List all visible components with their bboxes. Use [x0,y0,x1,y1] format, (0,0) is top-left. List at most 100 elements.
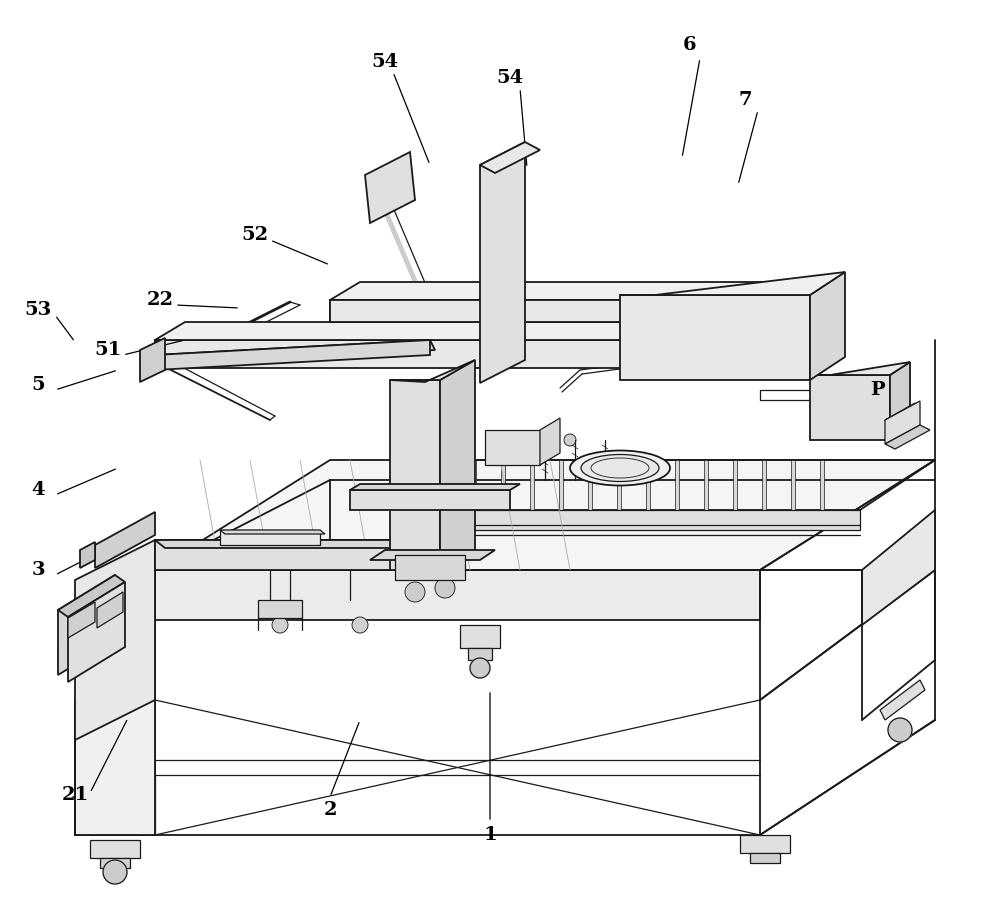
Polygon shape [750,853,780,863]
Circle shape [397,498,403,504]
Polygon shape [155,540,430,548]
Circle shape [435,578,455,598]
Circle shape [397,492,403,498]
Polygon shape [75,700,155,835]
Polygon shape [80,542,95,568]
Polygon shape [155,540,420,570]
Polygon shape [646,460,650,510]
Polygon shape [155,340,435,365]
Polygon shape [617,460,621,510]
Polygon shape [330,282,790,300]
Polygon shape [880,680,925,720]
Ellipse shape [581,455,659,481]
Polygon shape [390,380,440,570]
Polygon shape [530,460,534,510]
Circle shape [564,434,576,446]
Circle shape [101,678,109,686]
Polygon shape [620,272,845,295]
Polygon shape [862,510,935,625]
Circle shape [470,658,490,678]
Polygon shape [810,362,910,375]
Circle shape [352,617,368,633]
Polygon shape [330,300,760,322]
Text: 22: 22 [146,291,174,309]
Polygon shape [810,375,890,440]
Polygon shape [97,592,123,628]
Polygon shape [485,430,540,465]
Polygon shape [588,460,592,510]
Circle shape [101,594,109,602]
Circle shape [369,498,375,504]
Text: P: P [870,381,884,399]
Polygon shape [443,460,447,510]
Polygon shape [480,142,525,383]
Circle shape [888,718,912,742]
Polygon shape [559,460,563,510]
Polygon shape [501,460,505,510]
Ellipse shape [570,451,670,486]
Polygon shape [155,340,430,370]
Circle shape [405,582,425,602]
Polygon shape [370,550,495,560]
Circle shape [101,566,109,574]
Polygon shape [762,460,766,510]
Text: 1: 1 [483,826,497,844]
Polygon shape [430,510,860,530]
Polygon shape [740,835,790,853]
Polygon shape [95,512,155,568]
Polygon shape [468,648,492,660]
Polygon shape [890,362,910,440]
Polygon shape [791,460,795,510]
Text: 2: 2 [323,801,337,819]
Polygon shape [350,484,520,490]
Polygon shape [365,152,415,223]
Polygon shape [810,272,845,380]
Polygon shape [220,530,320,545]
Polygon shape [258,600,302,618]
Circle shape [425,504,431,510]
Polygon shape [460,625,500,648]
Polygon shape [620,295,810,380]
Circle shape [425,492,431,498]
Polygon shape [350,490,510,510]
Text: 54: 54 [496,69,524,87]
Polygon shape [155,460,935,570]
Text: 54: 54 [371,53,399,71]
Polygon shape [100,858,130,868]
Circle shape [272,617,288,633]
Text: 21: 21 [61,786,89,804]
Polygon shape [540,418,560,465]
Circle shape [369,492,375,498]
Circle shape [453,504,459,510]
Polygon shape [480,142,540,173]
Polygon shape [440,360,475,570]
Polygon shape [733,460,737,510]
Polygon shape [90,840,140,858]
Polygon shape [395,555,465,580]
Polygon shape [75,540,155,740]
Polygon shape [58,575,125,617]
Text: 7: 7 [738,91,752,109]
Polygon shape [390,360,475,382]
Circle shape [425,498,431,504]
Polygon shape [885,403,920,425]
Polygon shape [885,401,920,444]
Polygon shape [155,322,790,340]
Circle shape [453,498,459,504]
Polygon shape [140,338,165,382]
Polygon shape [704,460,708,510]
Circle shape [369,504,375,510]
Circle shape [544,434,556,446]
Text: 5: 5 [31,376,45,394]
Polygon shape [68,602,95,638]
Text: 53: 53 [24,301,52,319]
Text: 4: 4 [31,481,45,499]
Circle shape [101,650,109,658]
Polygon shape [68,582,125,682]
Circle shape [397,504,403,510]
Polygon shape [675,460,679,510]
Circle shape [103,860,127,884]
Text: 51: 51 [94,341,122,359]
Polygon shape [58,575,115,675]
Polygon shape [155,340,760,368]
